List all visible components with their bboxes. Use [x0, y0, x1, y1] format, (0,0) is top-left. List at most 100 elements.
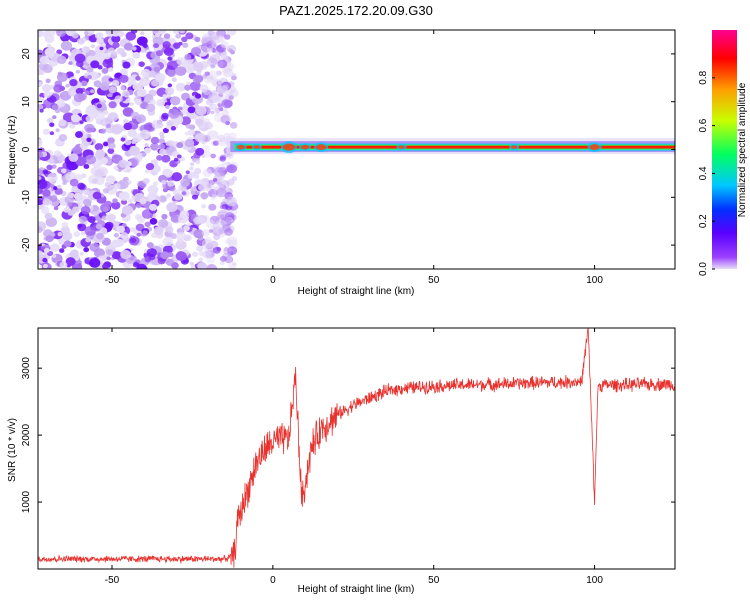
noise-blob — [120, 137, 126, 142]
noise-blob — [189, 81, 201, 92]
noise-blob — [193, 216, 203, 225]
noise-blob — [228, 95, 234, 100]
noise-blob — [93, 110, 105, 121]
noise-blob — [161, 112, 169, 120]
noise-blob — [187, 106, 196, 114]
noise-blob — [176, 142, 184, 149]
noise-blob — [197, 183, 207, 192]
signal-feature-core — [282, 143, 295, 151]
noise-blob — [228, 132, 237, 140]
noise-blob — [131, 46, 137, 51]
noise-blob — [202, 39, 208, 44]
figure-title: PAZ1.2025.172.20.09.G30 — [279, 3, 433, 18]
noise-blob — [161, 154, 171, 163]
colorbar-tick-label: 0.0 — [698, 262, 709, 276]
noise-blob — [114, 95, 123, 103]
noise-blob — [102, 110, 109, 116]
noise-blob — [206, 264, 218, 269]
signal-red-core — [239, 145, 675, 149]
noise-blob — [224, 225, 231, 232]
noise-blob — [219, 205, 225, 210]
noise-blob — [43, 248, 50, 253]
noise-blob — [158, 138, 166, 145]
noise-blob — [96, 103, 102, 109]
signal-feature-core — [398, 145, 405, 149]
noise-blob — [169, 96, 181, 106]
noise-blob — [231, 72, 237, 77]
noise-blob — [193, 229, 205, 239]
noise-blob — [123, 119, 129, 124]
noise-blob — [98, 97, 105, 103]
noise-blob — [198, 250, 205, 257]
noise-blob — [205, 74, 213, 81]
noise-blob — [173, 42, 181, 49]
noise-blob — [155, 246, 162, 253]
noise-blob — [130, 111, 140, 120]
noise-blob — [182, 42, 189, 48]
noise-blob — [139, 198, 147, 205]
noise-blob — [194, 132, 206, 143]
x-tick-label: 100 — [586, 575, 603, 586]
noise-blob — [209, 62, 217, 69]
colorbar-tick-label: 0.4 — [698, 166, 709, 180]
noise-blob — [101, 68, 109, 74]
noise-blob — [184, 84, 192, 91]
noise-blob — [101, 229, 107, 235]
noise-blob — [155, 32, 161, 38]
noise-blob — [92, 191, 102, 200]
noise-blob — [75, 87, 84, 95]
noise-blob — [175, 82, 186, 92]
noise-blob — [191, 194, 199, 200]
noise-blob — [203, 150, 212, 158]
snr-y-label: SNR (10 * v/v) — [7, 418, 18, 482]
spectrogram-x-axis: -50 0 50 100 — [105, 30, 603, 286]
noise-blob — [40, 246, 46, 250]
noise-blob — [223, 99, 233, 108]
colorbar-tick-label: 0.6 — [698, 118, 709, 132]
noise-blob — [38, 138, 43, 145]
noise-blob — [183, 225, 190, 232]
noise-blob — [189, 166, 194, 171]
noise-blob — [44, 47, 55, 57]
noise-blob — [155, 50, 163, 57]
noise-blob — [224, 228, 233, 236]
noise-blob — [153, 43, 159, 49]
noise-blob — [70, 114, 81, 123]
noise-blob — [93, 212, 98, 216]
noise-blob — [216, 30, 227, 38]
noise-blob — [179, 30, 186, 34]
spectrogram-x-label: Height of straight line (km) — [298, 286, 415, 297]
colorbar-label: Normalized spectral amplitude — [737, 82, 748, 217]
noise-blob — [226, 164, 238, 174]
noise-blob — [173, 157, 179, 162]
noise-blob — [80, 206, 91, 215]
noise-blob — [99, 46, 104, 51]
noise-blob — [38, 250, 43, 256]
noise-blob — [53, 206, 59, 211]
noise-blob — [163, 33, 171, 39]
noise-blob — [149, 218, 158, 225]
y-tick-label: 20 — [21, 48, 32, 60]
noise-blob — [225, 161, 231, 167]
noise-blob — [60, 168, 67, 174]
noise-blob — [213, 178, 218, 182]
noise-blob — [154, 73, 166, 83]
noise-blob — [165, 124, 171, 130]
noise-blob — [101, 264, 108, 269]
noise-blob — [217, 105, 223, 110]
noise-blob — [120, 249, 131, 260]
noise-blob — [94, 143, 104, 151]
noise-blob — [176, 238, 184, 245]
x-tick-label: 0 — [270, 275, 276, 286]
noise-blob — [79, 251, 84, 256]
noise-blob — [153, 226, 164, 235]
noise-blob — [84, 123, 95, 133]
noise-blob — [166, 202, 178, 213]
noise-blob — [210, 110, 215, 115]
noise-blob — [140, 68, 151, 78]
noise-blob — [193, 62, 204, 72]
noise-blob — [119, 74, 129, 84]
noise-blob — [152, 165, 161, 173]
noise-blob — [165, 258, 175, 266]
noise-blob — [222, 68, 234, 78]
